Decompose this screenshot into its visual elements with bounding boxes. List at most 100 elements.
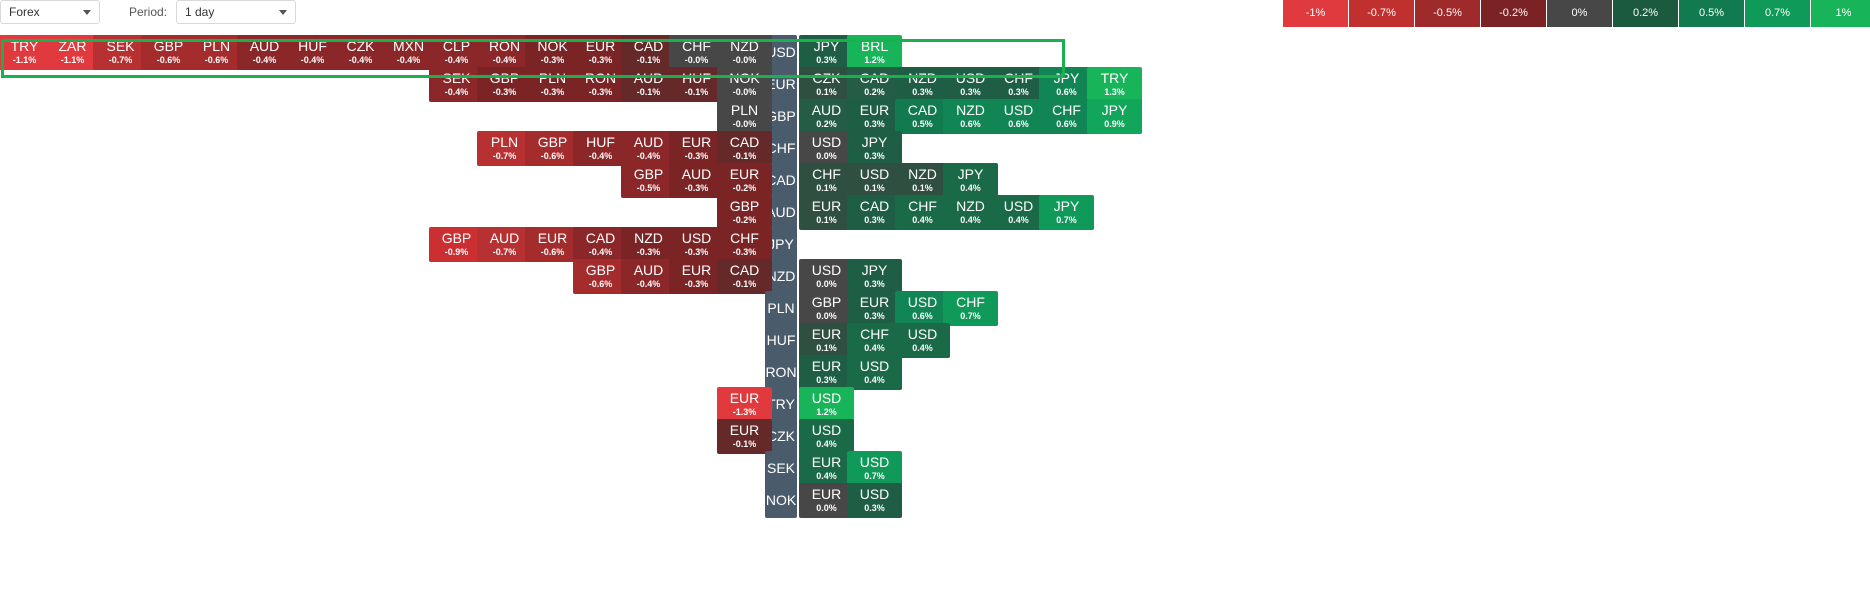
- currency-tile-gbp[interactable]: GBP -0.3%: [477, 67, 532, 102]
- currency-tile-brl[interactable]: BRL 1.2%: [847, 35, 902, 70]
- currency-tile-jpy[interactable]: JPY 0.4%: [943, 163, 998, 198]
- currency-tile-nok[interactable]: NOK -0.0%: [717, 67, 772, 102]
- currency-tile-cad[interactable]: CAD 0.3%: [847, 195, 902, 230]
- currency-tile-nzd[interactable]: NZD -0.0%: [717, 35, 772, 70]
- currency-tile-usd[interactable]: USD 0.4%: [895, 323, 950, 358]
- currency-tile-pln[interactable]: PLN -0.7%: [477, 131, 532, 166]
- currency-tile-huf[interactable]: HUF -0.4%: [285, 35, 340, 70]
- currency-tile-ron[interactable]: RON -0.3%: [573, 67, 628, 102]
- currency-tile-eur[interactable]: EUR 0.1%: [799, 323, 854, 358]
- currency-tile-aud[interactable]: AUD -0.4%: [621, 131, 676, 166]
- currency-tile-usd[interactable]: USD 0.1%: [847, 163, 902, 198]
- currency-tile-eur[interactable]: EUR -0.3%: [669, 259, 724, 294]
- currency-tile-eur[interactable]: EUR 0.3%: [799, 355, 854, 390]
- currency-tile-eur[interactable]: EUR 0.3%: [847, 99, 902, 134]
- currency-tile-czk[interactable]: CZK 0.1%: [799, 67, 854, 102]
- currency-tile-chf[interactable]: CHF 0.4%: [895, 195, 950, 230]
- currency-tile-pln[interactable]: PLN -0.0%: [717, 99, 772, 134]
- currency-tile-aud[interactable]: AUD 0.2%: [799, 99, 854, 134]
- currency-tile-eur[interactable]: EUR 0.0%: [799, 483, 854, 518]
- currency-tile-usd[interactable]: USD 0.7%: [847, 451, 902, 486]
- currency-tile-jpy[interactable]: JPY 0.6%: [1039, 67, 1094, 102]
- currency-tile-usd[interactable]: USD 0.6%: [895, 291, 950, 326]
- market-select[interactable]: Forex: [0, 0, 100, 24]
- currency-tile-cad[interactable]: CAD -0.4%: [573, 227, 628, 262]
- currency-tile-jpy[interactable]: JPY 0.3%: [847, 259, 902, 294]
- currency-tile-aud[interactable]: AUD -0.4%: [621, 259, 676, 294]
- currency-tile-huf[interactable]: HUF -0.4%: [573, 131, 628, 166]
- currency-tile-eur[interactable]: EUR 0.4%: [799, 451, 854, 486]
- currency-tile-eur[interactable]: EUR -0.3%: [573, 35, 628, 70]
- currency-tile-aud[interactable]: AUD -0.4%: [237, 35, 292, 70]
- currency-tile-eur[interactable]: EUR 0.3%: [847, 291, 902, 326]
- currency-tile-aud[interactable]: AUD -0.1%: [621, 67, 676, 102]
- currency-tile-nzd[interactable]: NZD -0.3%: [621, 227, 676, 262]
- currency-tile-usd[interactable]: USD 0.6%: [991, 99, 1046, 134]
- currency-tile-aud[interactable]: AUD -0.7%: [477, 227, 532, 262]
- period-select[interactable]: 1 day: [176, 0, 296, 24]
- currency-tile-pln[interactable]: PLN -0.3%: [525, 67, 580, 102]
- currency-tile-usd[interactable]: USD -0.3%: [669, 227, 724, 262]
- currency-tile-gbp[interactable]: GBP -0.2%: [717, 195, 772, 230]
- currency-tile-cad[interactable]: CAD -0.1%: [621, 35, 676, 70]
- currency-tile-cad[interactable]: CAD -0.1%: [717, 259, 772, 294]
- currency-tile-eur[interactable]: EUR 0.1%: [799, 195, 854, 230]
- currency-tile-czk[interactable]: CZK -0.4%: [333, 35, 388, 70]
- currency-tile-gbp[interactable]: GBP -0.6%: [525, 131, 580, 166]
- currency-tile-usd[interactable]: USD 0.3%: [943, 67, 998, 102]
- currency-tile-gbp[interactable]: GBP -0.5%: [621, 163, 676, 198]
- currency-tile-jpy[interactable]: JPY 0.9%: [1087, 99, 1142, 134]
- currency-tile-eur[interactable]: EUR -0.3%: [669, 131, 724, 166]
- base-currency-cad[interactable]: CAD: [765, 163, 797, 198]
- currency-tile-sek[interactable]: SEK -0.4%: [429, 67, 484, 102]
- currency-tile-usd[interactable]: USD 0.0%: [799, 259, 854, 294]
- currency-tile-pln[interactable]: PLN -0.6%: [189, 35, 244, 70]
- base-currency-pln[interactable]: PLN: [765, 291, 797, 326]
- currency-tile-aud[interactable]: AUD -0.3%: [669, 163, 724, 198]
- currency-tile-chf[interactable]: CHF 0.3%: [991, 67, 1046, 102]
- currency-tile-sek[interactable]: SEK -0.7%: [93, 35, 148, 70]
- currency-tile-chf[interactable]: CHF 0.6%: [1039, 99, 1094, 134]
- currency-tile-ron[interactable]: RON -0.4%: [477, 35, 532, 70]
- currency-tile-usd[interactable]: USD 0.4%: [991, 195, 1046, 230]
- currency-tile-jpy[interactable]: JPY 0.7%: [1039, 195, 1094, 230]
- currency-tile-jpy[interactable]: JPY 0.3%: [847, 131, 902, 166]
- base-currency-nok[interactable]: NOK: [765, 483, 797, 518]
- currency-tile-mxn[interactable]: MXN -0.4%: [381, 35, 436, 70]
- currency-tile-chf[interactable]: CHF -0.3%: [717, 227, 772, 262]
- currency-tile-usd[interactable]: USD 0.0%: [799, 131, 854, 166]
- currency-tile-huf[interactable]: HUF -0.1%: [669, 67, 724, 102]
- currency-tile-cad[interactable]: CAD 0.5%: [895, 99, 950, 134]
- base-currency-ron[interactable]: RON: [765, 355, 797, 390]
- currency-tile-jpy[interactable]: JPY 0.3%: [799, 35, 854, 70]
- currency-tile-usd[interactable]: USD 0.3%: [847, 483, 902, 518]
- base-currency-huf[interactable]: HUF: [765, 323, 797, 358]
- currency-tile-cad[interactable]: CAD -0.1%: [717, 131, 772, 166]
- currency-tile-usd[interactable]: USD 0.4%: [847, 355, 902, 390]
- currency-tile-eur[interactable]: EUR -0.6%: [525, 227, 580, 262]
- currency-tile-zar[interactable]: ZAR -1.1%: [45, 35, 100, 70]
- currency-tile-gbp[interactable]: GBP 0.0%: [799, 291, 854, 326]
- currency-tile-cad[interactable]: CAD 0.2%: [847, 67, 902, 102]
- base-currency-sek[interactable]: SEK: [765, 451, 797, 486]
- currency-tile-nok[interactable]: NOK -0.3%: [525, 35, 580, 70]
- currency-tile-chf[interactable]: CHF 0.4%: [847, 323, 902, 358]
- currency-tile-nzd[interactable]: NZD 0.3%: [895, 67, 950, 102]
- currency-tile-eur[interactable]: EUR -1.3%: [717, 387, 772, 422]
- currency-tile-nzd[interactable]: NZD 0.4%: [943, 195, 998, 230]
- currency-tile-eur[interactable]: EUR -0.2%: [717, 163, 772, 198]
- currency-tile-clp[interactable]: CLP -0.4%: [429, 35, 484, 70]
- base-currency-chf[interactable]: CHF: [765, 131, 797, 166]
- currency-tile-gbp[interactable]: GBP -0.9%: [429, 227, 484, 262]
- currency-tile-try[interactable]: TRY 1.3%: [1087, 67, 1142, 102]
- currency-tile-gbp[interactable]: GBP -0.6%: [141, 35, 196, 70]
- currency-tile-nzd[interactable]: NZD 0.6%: [943, 99, 998, 134]
- currency-tile-usd[interactable]: USD 0.4%: [799, 419, 854, 454]
- currency-tile-usd[interactable]: USD 1.2%: [799, 387, 854, 422]
- currency-tile-nzd[interactable]: NZD 0.1%: [895, 163, 950, 198]
- currency-tile-gbp[interactable]: GBP -0.6%: [573, 259, 628, 294]
- currency-tile-chf[interactable]: CHF 0.1%: [799, 163, 854, 198]
- currency-tile-eur[interactable]: EUR -0.1%: [717, 419, 772, 454]
- currency-tile-chf[interactable]: CHF 0.7%: [943, 291, 998, 326]
- currency-tile-chf[interactable]: CHF -0.0%: [669, 35, 724, 70]
